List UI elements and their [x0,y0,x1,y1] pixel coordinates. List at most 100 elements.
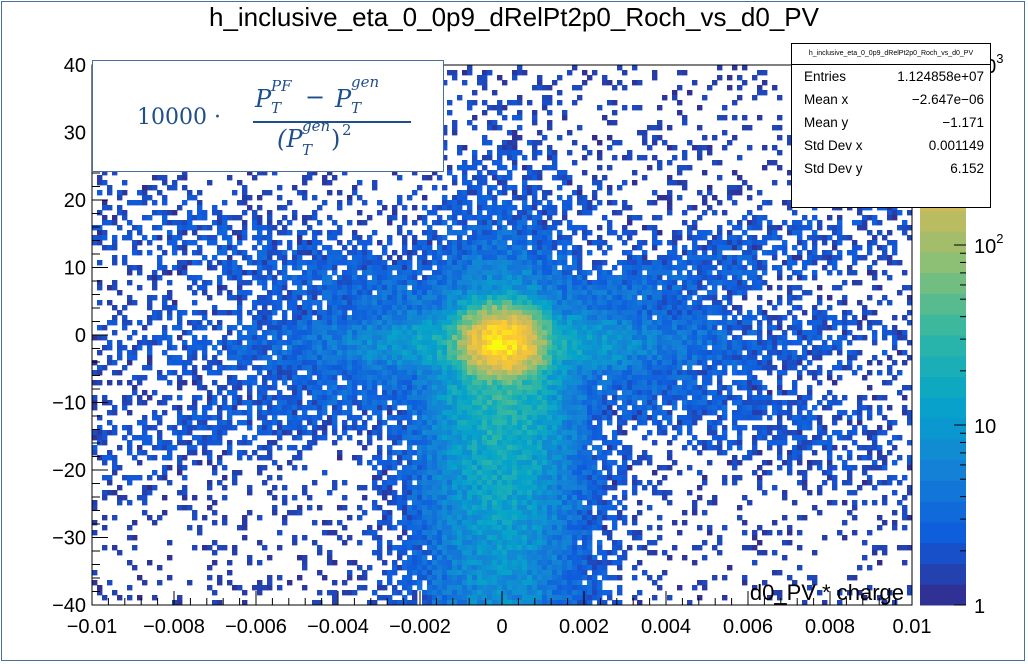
heatmap-cell [392,295,398,301]
heatmap-cell [787,355,793,361]
heatmap-cell [857,325,863,331]
heatmap-cell [407,385,413,391]
heatmap-cell [237,290,243,296]
heatmap-cell [687,365,693,371]
heatmap-cell [567,225,573,231]
heatmap-cell [902,335,908,341]
heatmap-cell [392,300,398,306]
heatmap-cell [597,225,603,231]
heatmap-cell [862,215,868,221]
heatmap-cell [317,310,323,316]
heatmap-cell [682,370,688,376]
heatmap-cell [287,345,293,351]
heatmap-cell [697,215,703,221]
heatmap-cell [392,285,398,291]
heatmap-cell [852,270,858,276]
heatmap-cell [422,350,428,356]
heatmap-cell [272,170,278,176]
heatmap-cell [647,325,653,331]
heatmap-cell [357,310,363,316]
heatmap-cell [477,295,483,301]
heatmap-cell [832,225,838,231]
heatmap-cell [92,370,98,376]
heatmap-cell [217,325,223,331]
heatmap-cell [812,375,818,381]
heatmap-cell [557,135,563,141]
heatmap-cell [412,370,418,376]
heatmap-cell [757,70,763,76]
heatmap-cell [482,240,488,246]
heatmap-cell [492,280,498,286]
heatmap-cell [612,330,618,336]
heatmap-cell [452,325,458,331]
heatmap-cell [487,350,493,356]
heatmap-cell [447,240,453,246]
heatmap-cell [737,325,743,331]
heatmap-cell [312,365,318,371]
heatmap-cell [712,355,718,361]
heatmap-cell [442,295,448,301]
heatmap-cell [347,360,353,366]
heatmap-cell [752,225,758,231]
heatmap-cell [537,360,543,366]
heatmap-cell [582,380,588,386]
heatmap-cell [292,275,298,281]
heatmap-cell [692,235,698,241]
heatmap-cell [707,150,713,156]
heatmap-cell [862,375,868,381]
heatmap-cell [717,300,723,306]
heatmap-cell [682,345,688,351]
heatmap-cell [847,235,853,241]
heatmap-cell [462,170,468,176]
heatmap-cell [707,270,713,276]
heatmap-cell [532,220,538,226]
heatmap-cell [692,250,698,256]
heatmap-cell [702,335,708,341]
heatmap-cell [282,270,288,276]
heatmap-cell [337,205,343,211]
heatmap-cell [442,380,448,386]
heatmap-cell [647,200,653,206]
heatmap-cell [342,320,348,326]
heatmap-cell [872,335,878,341]
heatmap-cell [207,295,213,301]
heatmap-cell [202,225,208,231]
heatmap-cell [532,385,538,391]
heatmap-cell [352,355,358,361]
heatmap-cell [347,285,353,291]
heatmap-cell [532,205,538,211]
heatmap-cell [782,260,788,266]
heatmap-cell [472,240,478,246]
heatmap-cell [162,300,168,306]
heatmap-cell [757,220,763,226]
heatmap-cell [152,335,158,341]
heatmap-cell [862,225,868,231]
heatmap-cell [252,260,258,266]
heatmap-cell [447,320,453,326]
heatmap-cell [457,355,463,361]
heatmap-cell [267,345,273,351]
heatmap-cell [277,185,283,191]
heatmap-cell [522,345,528,351]
heatmap-cell [447,350,453,356]
heatmap-cell [232,350,238,356]
heatmap-cell [722,265,728,271]
heatmap-cell [327,180,333,186]
heatmap-cell [202,235,208,241]
heatmap-cell [667,190,673,196]
heatmap-cell [417,270,423,276]
heatmap-cell [812,325,818,331]
heatmap-cell [317,270,323,276]
heatmap-cell [602,370,608,376]
heatmap-cell [527,240,533,246]
heatmap-cell [602,310,608,316]
heatmap-cell [297,340,303,346]
heatmap-cell [267,290,273,296]
heatmap-cell [672,250,678,256]
heatmap-cell [177,380,183,386]
heatmap-cell [817,315,823,321]
heatmap-cell [352,300,358,306]
heatmap-cell [837,230,843,236]
heatmap-cell [207,180,213,186]
heatmap-cell [487,380,493,386]
